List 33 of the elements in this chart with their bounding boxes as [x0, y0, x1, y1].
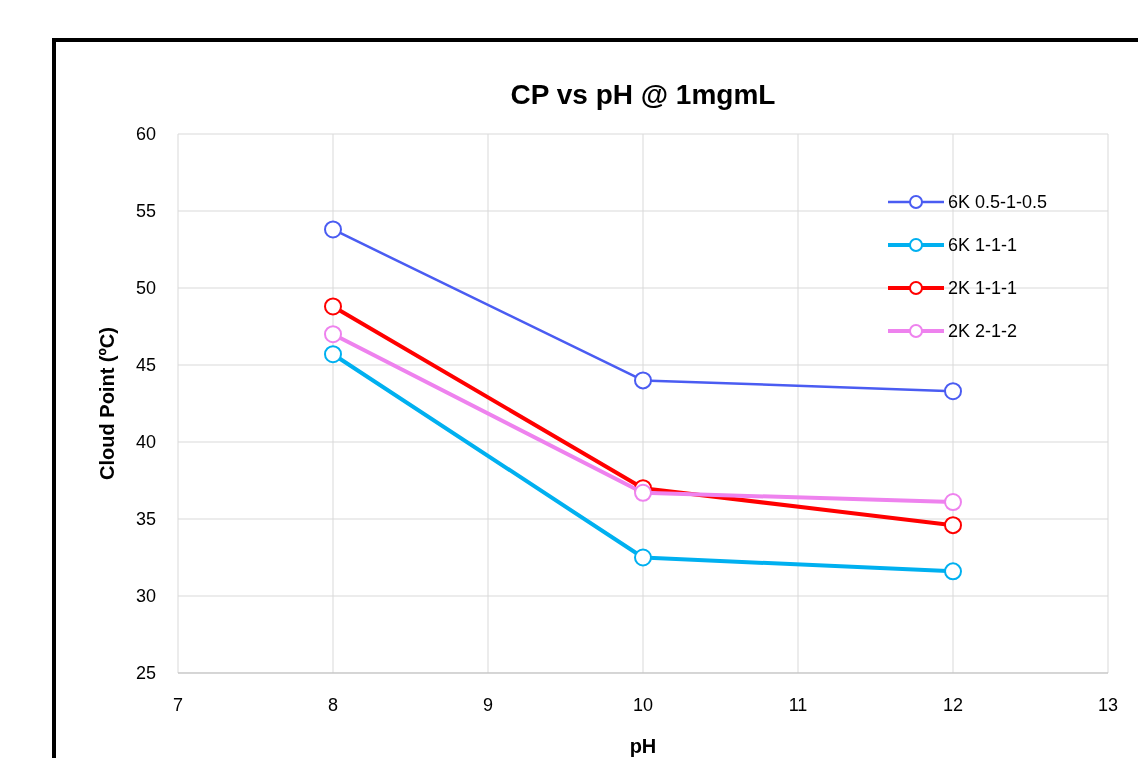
x-tick-label: 9 [482, 695, 494, 715]
point [634, 371, 652, 390]
point [324, 297, 342, 316]
y-tick-label: 30 [135, 586, 156, 606]
x-tick-label: 11 [788, 695, 808, 715]
x-tick-label: 12 [942, 695, 964, 715]
x-tick-label: 7 [172, 695, 184, 715]
y-tick-label: 40 [135, 432, 156, 452]
point [324, 220, 342, 239]
point [944, 516, 962, 535]
y-axis-title: Cloud Point (ºC) [96, 327, 118, 480]
legend-label: 2K 2-1-2 [948, 321, 1018, 341]
x-tick-label: 13 [1097, 695, 1119, 715]
legend-label: 6K 0.5-1-0.5 [948, 192, 1048, 212]
x-tick-label: 10 [632, 695, 654, 715]
point [634, 548, 652, 567]
legend-label: 6K 1-1-1 [948, 235, 1018, 255]
y-tick-label: 25 [135, 663, 156, 683]
y-tick-label: 45 [135, 355, 156, 375]
x-axis-title: pH [629, 735, 657, 757]
point [944, 382, 962, 401]
y-tick-label: 55 [135, 201, 156, 221]
legend-label: 2K 1-1-1 [948, 278, 1018, 298]
point [324, 345, 342, 364]
y-tick-label: 60 [135, 124, 156, 144]
point [634, 483, 652, 502]
point [324, 325, 342, 344]
x-tick-label: 8 [327, 695, 339, 715]
point [944, 493, 962, 512]
y-tick-label: 50 [135, 278, 156, 298]
point [944, 562, 962, 581]
y-tick-label: 35 [135, 509, 156, 529]
chart-title: CP vs pH @ 1mgmL [510, 79, 776, 110]
